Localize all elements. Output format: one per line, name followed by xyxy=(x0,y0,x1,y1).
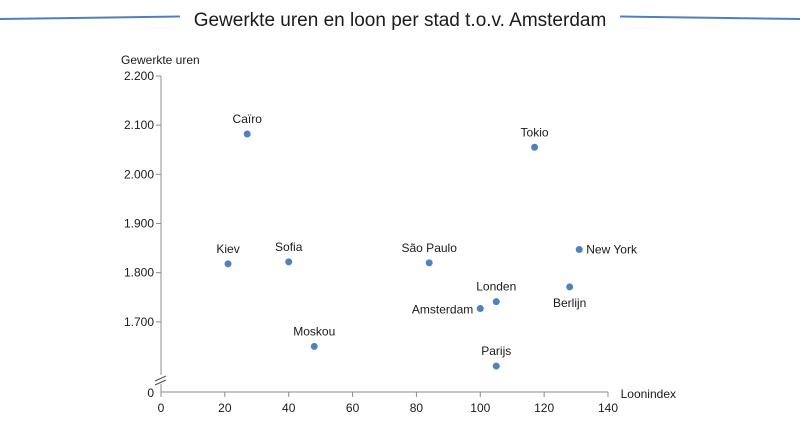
data-label-kiev: Kiev xyxy=(216,242,239,256)
x-tick-label-5: 100 xyxy=(470,401,490,415)
data-point-sofia xyxy=(285,258,293,266)
y-tick-label-1: 1.800 xyxy=(124,266,154,280)
data-label-moskou: Moskou xyxy=(293,324,335,338)
x-tick-label-0: 0 xyxy=(158,401,165,415)
y-tick-label-0: 1.700 xyxy=(124,315,154,329)
x-tick-label-6: 120 xyxy=(534,401,554,415)
data-label-sao-paulo: São Paulo xyxy=(402,241,458,255)
title-rule-right xyxy=(619,15,800,20)
x-tick-label-7: 140 xyxy=(598,401,618,415)
x-tick-label-3: 60 xyxy=(346,401,360,415)
data-label-parijs: Parijs xyxy=(481,344,511,358)
data-label-tokio: Tokio xyxy=(521,125,549,139)
data-point-londen xyxy=(492,298,500,306)
data-label-berlijn: Berlijn xyxy=(553,296,586,310)
data-points: Caïro Tokio Kiev Sofia São Paulo New York Berl… xyxy=(216,112,638,370)
data-point-parijs xyxy=(492,362,500,370)
y-axis-title: Gewerkte uren xyxy=(121,53,200,67)
data-label-amsterdam: Amsterdam xyxy=(412,303,473,317)
data-point-sao-paulo xyxy=(425,259,433,267)
title-rule-left xyxy=(0,15,181,20)
chart-title: Gewerkte uren en loon per stad t.o.v. Am… xyxy=(194,10,607,31)
x-axis-title: Loonindex xyxy=(621,387,676,401)
x-axis-ticks: 0 20 40 60 80 100 120 140 xyxy=(158,392,618,415)
y-origin-label: 0 xyxy=(147,386,154,400)
x-tick-label-4: 80 xyxy=(410,401,424,415)
data-point-amsterdam xyxy=(476,305,484,313)
data-point-moskou xyxy=(310,342,318,350)
y-tick-label-5: 2.200 xyxy=(124,69,154,83)
data-label-cairo: Caïro xyxy=(233,112,263,126)
data-point-cairo xyxy=(243,130,251,138)
y-tick-label-3: 2.000 xyxy=(124,167,154,181)
data-label-new-york: New York xyxy=(586,243,638,257)
y-axis-break xyxy=(153,375,169,386)
x-tick-label-2: 40 xyxy=(282,401,296,415)
data-label-londen: Londen xyxy=(476,280,516,294)
y-axis-ticks: 1.700 1.800 1.900 2.000 2.100 2.200 xyxy=(124,69,161,329)
data-point-berlijn xyxy=(566,283,574,291)
data-point-new-york xyxy=(575,246,583,254)
y-tick-label-4: 2.100 xyxy=(124,118,154,132)
data-label-sofia: Sofia xyxy=(275,240,303,254)
data-point-kiev xyxy=(224,260,232,268)
data-point-tokio xyxy=(531,143,539,151)
y-tick-label-2: 1.900 xyxy=(124,217,154,231)
x-tick-label-1: 20 xyxy=(218,401,232,415)
